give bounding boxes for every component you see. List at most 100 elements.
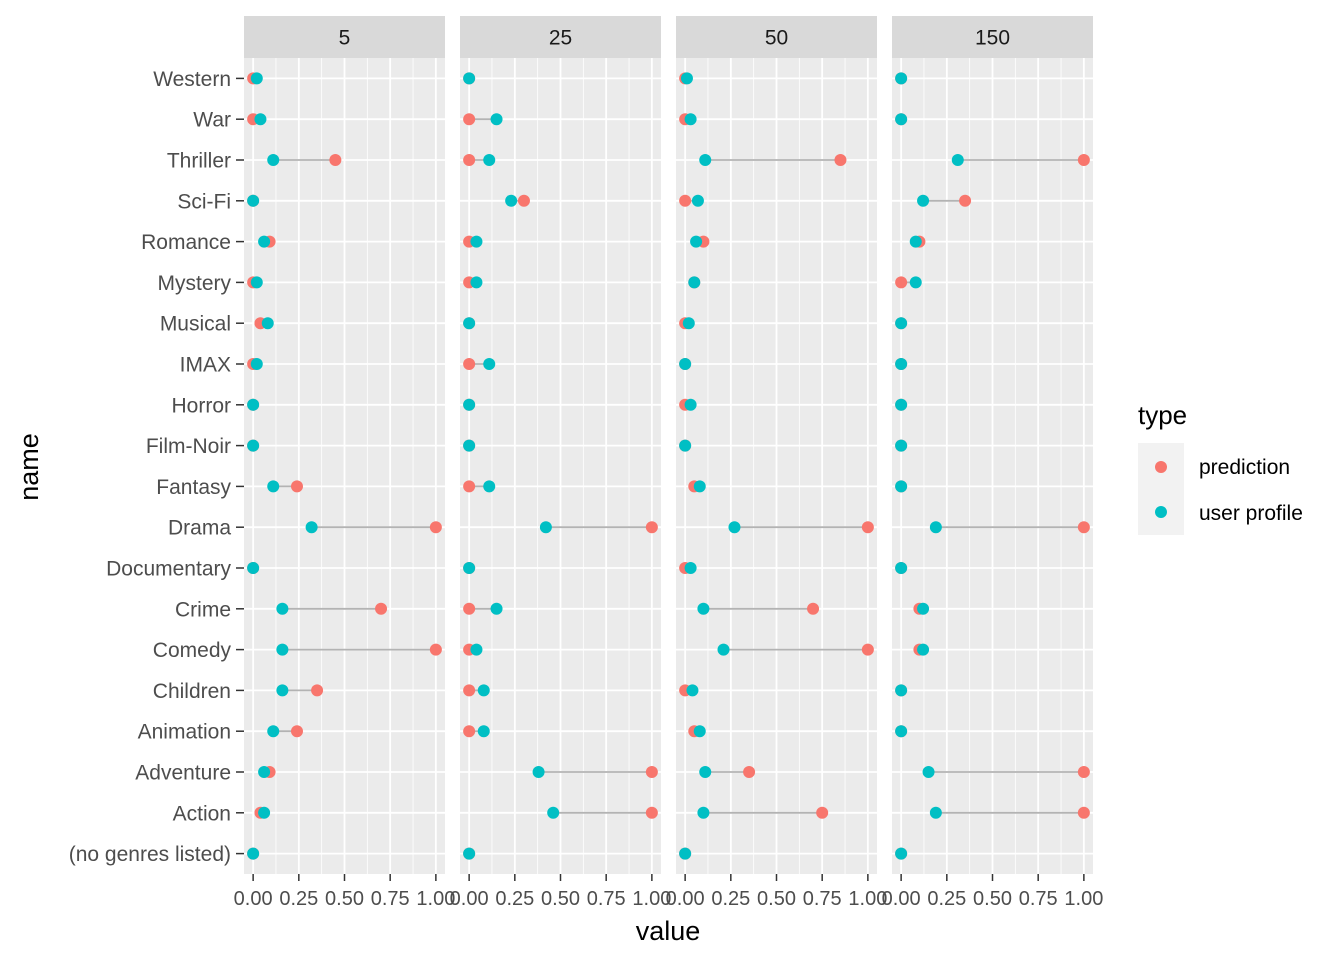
point-user-profile [470, 235, 483, 248]
y-tick-label: Horror [171, 394, 231, 417]
x-tick-label: 0.50 [973, 888, 1012, 910]
facet-strip [244, 16, 445, 58]
point-user-profile [247, 398, 260, 411]
point-prediction [1077, 154, 1090, 166]
point-user-profile [490, 113, 503, 126]
y-tick-label: Romance [141, 231, 231, 254]
point-prediction [1077, 766, 1090, 778]
point-user-profile [909, 235, 922, 248]
point-user-profile [483, 480, 496, 493]
point-user-profile [697, 806, 710, 819]
y-tick-label: Drama [168, 517, 231, 540]
y-tick-label: Fantasy [156, 476, 231, 499]
x-tick-label: 1.00 [1064, 888, 1103, 910]
y-axis: Western War Thriller Sci-Fi Romance Mystery Mu… [69, 68, 244, 866]
point-user-profile [895, 847, 908, 860]
point-user-profile [693, 480, 706, 493]
legend-label-prediction: prediction [1199, 456, 1290, 479]
facet-panel-50: 50 [676, 16, 877, 874]
y-tick-label: Mystery [158, 272, 232, 295]
y-tick-label: Animation [138, 721, 231, 744]
point-prediction [895, 276, 908, 289]
y-tick-label: Sci-Fi [177, 190, 231, 213]
x-tick-label: 0.75 [587, 888, 626, 910]
point-user-profile [470, 643, 483, 656]
point-user-profile [895, 439, 908, 452]
x-tick-label: 1.00 [632, 888, 671, 910]
point-user-profile [258, 766, 271, 778]
point-user-profile [470, 276, 483, 289]
point-prediction [329, 154, 342, 166]
point-user-profile [682, 317, 695, 330]
point-user-profile [483, 154, 496, 166]
point-prediction [1077, 521, 1090, 534]
legend-key-prediction [1155, 461, 1167, 473]
y-tick-label: Western [153, 68, 231, 91]
x-axes: 0.00 0.25 0.50 0.75 1.000.00 0.25 0.50 0.75 1.00… [234, 874, 1103, 910]
point-user-profile [929, 806, 942, 819]
point-user-profile [490, 602, 503, 615]
y-tick-label: (no genres listed) [69, 843, 231, 866]
point-user-profile [895, 113, 908, 126]
point-user-profile [463, 562, 476, 574]
x-tick-label: 0.25 [495, 888, 534, 910]
point-user-profile [463, 439, 476, 452]
facet-panel-5: 5 [244, 16, 445, 874]
x-tick-label: 1.00 [848, 888, 887, 910]
point-prediction [861, 521, 874, 534]
point-user-profile [688, 276, 701, 289]
x-tick-label: 0.50 [757, 888, 796, 910]
y-tick-label: Film-Noir [146, 435, 231, 458]
point-user-profile [895, 725, 908, 738]
y-axis-title: name [14, 433, 44, 501]
point-user-profile [477, 725, 490, 738]
point-user-profile [532, 766, 545, 778]
point-prediction [429, 643, 442, 656]
point-user-profile [917, 602, 930, 615]
point-user-profile [463, 72, 476, 85]
point-user-profile [267, 154, 280, 166]
x-tick-label: 0.00 [234, 888, 273, 910]
point-prediction [679, 194, 692, 207]
x-tick-label: 0.00 [666, 888, 705, 910]
x-tick-label: 0.25 [927, 888, 966, 910]
point-user-profile [693, 725, 706, 738]
legend: type prediction user profile [1138, 400, 1303, 535]
point-user-profile [895, 358, 908, 370]
point-user-profile [691, 194, 704, 207]
point-user-profile [463, 398, 476, 411]
x-tick-label: 0.00 [450, 888, 489, 910]
point-user-profile [917, 643, 930, 656]
point-user-profile [922, 766, 935, 778]
facet-strip-label: 25 [549, 27, 572, 50]
point-user-profile [699, 154, 712, 166]
point-user-profile [250, 358, 263, 370]
point-user-profile [895, 72, 908, 85]
point-prediction [463, 602, 476, 615]
x-axis-title: value [636, 916, 701, 946]
point-prediction [816, 806, 829, 819]
point-prediction [463, 154, 476, 166]
point-prediction [645, 766, 658, 778]
facet-strip-label: 50 [765, 27, 788, 50]
x-tick-label: 0.50 [325, 888, 364, 910]
y-tick-label: Musical [160, 313, 231, 336]
point-user-profile [305, 521, 318, 534]
point-prediction [463, 480, 476, 493]
point-user-profile [247, 439, 260, 452]
point-user-profile [680, 72, 693, 85]
y-tick-label: War [193, 109, 231, 132]
facet-strip-label: 150 [975, 27, 1010, 50]
point-user-profile [254, 113, 267, 126]
point-user-profile [684, 113, 697, 126]
point-user-profile [690, 235, 703, 248]
legend-title: type [1138, 400, 1187, 430]
legend-key-background [1138, 443, 1184, 535]
facet-strip [892, 16, 1093, 58]
point-user-profile [505, 194, 518, 207]
x-tick-label: 0.00 [882, 888, 921, 910]
point-user-profile [951, 154, 964, 166]
point-prediction [834, 154, 847, 166]
point-user-profile [539, 521, 552, 534]
